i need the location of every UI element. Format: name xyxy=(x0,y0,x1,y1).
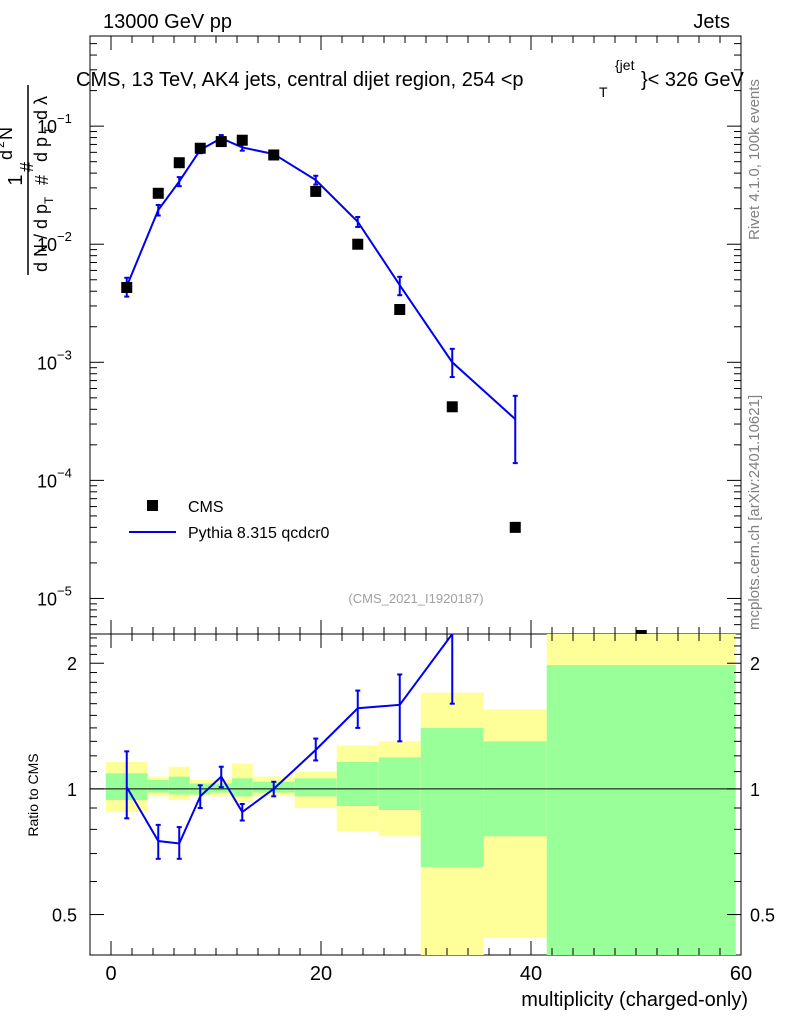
ratio-frame xyxy=(89,633,742,956)
svg-text:d: d xyxy=(0,150,16,160)
main-y-tick-label: 10 xyxy=(37,235,57,255)
x-tick-label: 60 xyxy=(730,963,752,985)
ratio-band-green xyxy=(546,665,736,955)
svg-text:#: # xyxy=(32,175,52,185)
svg-text:d p: d p xyxy=(31,137,51,162)
main-axes: 10−510−410−310−210−1 xyxy=(37,36,742,634)
energy-label: 13000 GeV pp xyxy=(103,11,232,33)
chart-title-superscript: {jet xyxy=(615,57,635,73)
cms-data-point xyxy=(152,187,164,199)
ratio-y-tick-label: 2 xyxy=(67,654,77,674)
main-y-tick-label: 10 xyxy=(37,589,57,609)
cms-data-point xyxy=(268,149,280,161)
ratio-y-tick-label-right: 0.5 xyxy=(750,906,775,926)
cms-data-point xyxy=(215,136,227,148)
ratio-band-green xyxy=(168,776,190,795)
ratio-series xyxy=(124,633,455,860)
ratio-band-green xyxy=(294,778,337,797)
cms-data-point xyxy=(194,142,206,154)
ratio-y-tick-label-right: 1 xyxy=(750,780,760,800)
svg-text:d N / d p: d N / d p xyxy=(31,204,51,272)
cms-data-point xyxy=(173,157,185,169)
category-label: Jets xyxy=(693,11,730,33)
ratio-plot-panel xyxy=(89,633,742,956)
cms-data-point xyxy=(121,282,133,294)
svg-text:2: 2 xyxy=(0,141,7,148)
main-y-tick-label: 10 xyxy=(37,471,57,491)
legend-label-cms: CMS xyxy=(188,499,224,516)
svg-text:T: T xyxy=(42,126,56,134)
x-tick-label: 40 xyxy=(520,963,542,985)
x-axis-label: multiplicity (charged-only) xyxy=(521,989,748,1011)
cms-data-point xyxy=(310,185,322,197)
svg-text:T: T xyxy=(42,196,56,204)
ratio-band-green xyxy=(336,761,379,806)
main-y-tick-label: 10 xyxy=(37,353,57,373)
svg-text:1: 1 xyxy=(5,174,27,185)
main-y-tick-exponent: −1 xyxy=(57,111,72,126)
cms-data-point xyxy=(394,304,406,316)
main-series xyxy=(121,134,647,634)
chart-title-tail: }< 326 GeV xyxy=(641,69,745,91)
cms-data-point xyxy=(635,630,647,634)
svg-text:d λ: d λ xyxy=(31,96,51,120)
ratio-y-tick-label: 0.5 xyxy=(52,906,77,926)
ratio-band-green xyxy=(231,778,253,797)
svg-text:N: N xyxy=(0,127,16,140)
pythia-line xyxy=(125,137,516,420)
main-y-tick-exponent: −5 xyxy=(57,583,72,598)
chart-title-subscript: T xyxy=(599,84,608,100)
legend-label-pythia: Pythia 8.315 qcdcr0 xyxy=(188,525,330,542)
main-plot-panel xyxy=(89,35,742,635)
ratio-y-tick-label-right: 2 xyxy=(750,654,760,674)
rivet-version-label: Rivet 4.1.0, 100k events xyxy=(746,79,763,240)
x-tick-label: 20 xyxy=(310,963,332,985)
chart-title: CMS, 13 TeV, AK4 jets, central dijet reg… xyxy=(76,69,524,91)
ratio-band-green xyxy=(378,757,421,811)
ratio-axes: 0.5 0.51 12 20 20 40 60 xyxy=(52,634,775,985)
main-y-tick-label: 10 xyxy=(37,117,57,137)
main-frame xyxy=(89,35,742,635)
ratio-uncertainty-bands xyxy=(105,634,736,955)
x-tick-label: 0 xyxy=(105,963,116,985)
main-y-tick-exponent: −3 xyxy=(57,347,72,362)
ratio-band-green xyxy=(147,780,169,793)
ratio-y-tick-label: 1 xyxy=(67,780,77,800)
main-y-tick-exponent: −4 xyxy=(57,465,72,480)
cms-data-point xyxy=(352,238,364,250)
cms-data-point xyxy=(509,521,521,533)
svg-text:#: # xyxy=(17,162,37,172)
main-y-tick-exponent: −2 xyxy=(57,229,72,244)
cms-data-point xyxy=(236,134,248,146)
legend-marker-cms xyxy=(147,500,158,511)
cms-data-point xyxy=(446,401,458,413)
legend: CMS Pythia 8.315 qcdcr0 xyxy=(129,499,330,542)
ratio-band-green xyxy=(420,727,484,867)
ratio-y-axis-label: Ratio to CMS xyxy=(25,753,41,836)
analysis-id: (CMS_2021_I1920187) xyxy=(348,591,483,606)
main-y-axis-label: 1 # d N / d p T # d p T d λ d 2 N xyxy=(0,85,56,275)
mcplots-label: mcplots.cern.ch [arXiv:2401.10621] xyxy=(746,395,763,630)
